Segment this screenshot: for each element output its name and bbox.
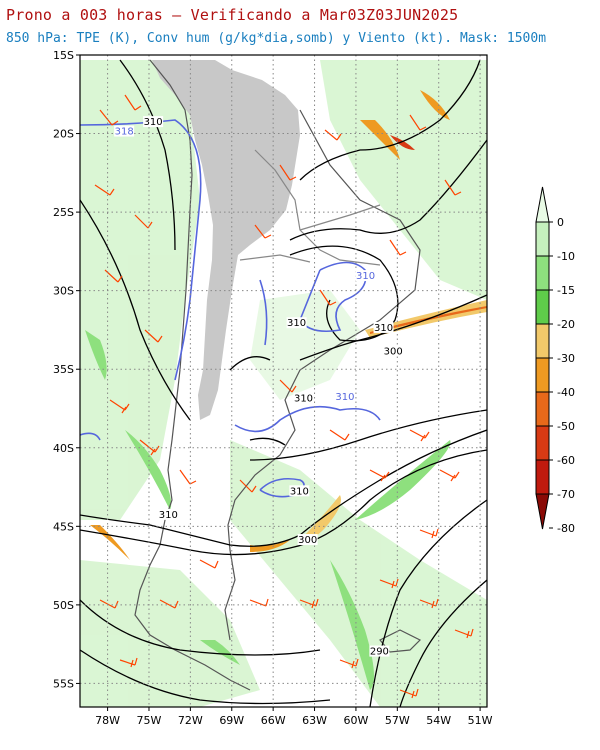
convergence-orange bbox=[90, 90, 487, 560]
colorbar-label: -10 bbox=[557, 250, 575, 263]
colorbar-top-arrow bbox=[535, 186, 550, 223]
colorbar-box bbox=[535, 323, 550, 359]
lat-tick-label: 15S bbox=[53, 49, 74, 62]
contour-labels: 310 318 310 310 310 300 310 310 310 310 300 290 bbox=[114, 116, 404, 658]
colorbar-label: -15 bbox=[557, 284, 575, 297]
borders bbox=[239, 149, 381, 266]
lat-tick-label: 25S bbox=[53, 206, 74, 219]
contour-label: 310 bbox=[294, 394, 313, 405]
lat-tick-label: 40S bbox=[53, 442, 74, 455]
contour-label: 310 bbox=[159, 510, 178, 521]
colorbar-box bbox=[535, 255, 550, 291]
lat-tick-label: 50S bbox=[53, 599, 74, 612]
convergence-strong bbox=[85, 330, 451, 690]
lat-tick-label: 35S bbox=[53, 363, 74, 376]
lon-tick-label: 51W bbox=[468, 714, 493, 727]
map-frame bbox=[79, 54, 488, 708]
colorbar-box bbox=[535, 425, 550, 461]
lon-tick-label: 72W bbox=[178, 714, 203, 727]
contour-label: 310 bbox=[287, 318, 306, 329]
graticule bbox=[80, 55, 487, 707]
contour-label: 310 bbox=[335, 392, 354, 403]
contour-label-bg bbox=[334, 391, 355, 403]
colorbar-box bbox=[535, 357, 550, 393]
map-subtitle: 850 hPa: TPE (K), Conv hum (g/kg*dia,som… bbox=[6, 31, 547, 46]
contour-label: 290 bbox=[370, 647, 389, 658]
terrain-mask bbox=[152, 60, 300, 420]
colorbar-box bbox=[535, 221, 550, 257]
contour-label-bg bbox=[355, 270, 376, 282]
contour-label-bg bbox=[369, 645, 390, 657]
contour-label-bg bbox=[114, 125, 135, 137]
colorbar-bottom-arrow bbox=[535, 493, 550, 530]
contour-label: 300 bbox=[298, 535, 317, 546]
contour-label-bg bbox=[373, 321, 394, 333]
contour-label: 310 bbox=[356, 271, 375, 282]
lon-tick-label: 57W bbox=[385, 714, 410, 727]
colorbar-box bbox=[535, 289, 550, 325]
longitude-labels: 78W 75W 72W 69W 66W 63W 60W 57W 54W 51W bbox=[95, 707, 493, 727]
colorbar-label: 0 bbox=[557, 216, 564, 229]
contour-label: 300 bbox=[384, 347, 403, 358]
lon-tick-label: 54W bbox=[426, 714, 451, 727]
lat-tick-label: 45S bbox=[53, 520, 74, 533]
contour-label-bg bbox=[383, 345, 404, 357]
map-content: 310 318 310 310 310 300 310 310 310 310 300 290 bbox=[80, 55, 487, 707]
colorbar-label: -20 bbox=[557, 318, 575, 331]
colorbar: 0 -10 -15 -20 -30 -40 -50 -60 -70 -80 bbox=[535, 186, 575, 535]
contour-label: 310 bbox=[374, 323, 393, 334]
latitude-labels: 15S 20S 25S 30S 35S 40S 45S 50S 55S bbox=[53, 49, 80, 690]
contour-label-bg bbox=[158, 508, 179, 520]
contour-label: 318 bbox=[115, 127, 134, 138]
lon-tick-label: 75W bbox=[137, 714, 162, 727]
colorbar-label: -60 bbox=[557, 454, 575, 467]
contour-label-bg bbox=[286, 317, 307, 329]
colorbar-label: -80 bbox=[557, 522, 575, 535]
map-title: Prono a 003 horas — Verificando a Mar03Z… bbox=[6, 6, 459, 24]
contour-label: 310 bbox=[144, 117, 163, 128]
colorbar-label: -40 bbox=[557, 386, 575, 399]
lat-tick-label: 30S bbox=[53, 285, 74, 298]
lat-tick-label: 20S bbox=[53, 128, 74, 141]
lon-tick-label: 60W bbox=[343, 714, 368, 727]
contour-label-bg bbox=[143, 116, 164, 128]
lon-tick-label: 78W bbox=[95, 714, 120, 727]
colorbar-label: -30 bbox=[557, 352, 575, 365]
lat-tick-label: 55S bbox=[53, 677, 74, 690]
contour-label: 310 bbox=[290, 486, 309, 497]
contour-label-bg bbox=[293, 392, 314, 404]
colorbar-label: -70 bbox=[557, 488, 575, 501]
colorbar-label: -50 bbox=[557, 420, 575, 433]
contour-label-bg bbox=[289, 485, 310, 497]
colorbar-box bbox=[535, 391, 550, 427]
lon-tick-label: 69W bbox=[219, 714, 244, 727]
contour-label-bg bbox=[297, 534, 318, 546]
lon-tick-label: 63W bbox=[302, 714, 327, 727]
colorbar-box bbox=[535, 459, 550, 495]
lon-tick-label: 66W bbox=[261, 714, 286, 727]
